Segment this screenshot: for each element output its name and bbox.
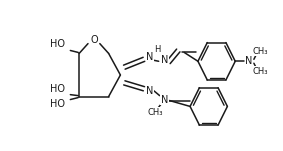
Text: CH₃: CH₃ <box>252 47 267 56</box>
Text: HO: HO <box>50 84 65 94</box>
Text: H: H <box>155 45 161 54</box>
Text: N: N <box>245 56 253 66</box>
Text: HO: HO <box>50 100 65 109</box>
Text: N: N <box>161 55 168 65</box>
Text: CH₃: CH₃ <box>147 108 162 117</box>
Text: N: N <box>161 95 168 104</box>
Text: N: N <box>146 86 154 96</box>
Text: CH₃: CH₃ <box>252 67 267 76</box>
Text: O: O <box>90 35 98 45</box>
Text: HO: HO <box>50 39 65 49</box>
Text: N: N <box>146 52 154 62</box>
